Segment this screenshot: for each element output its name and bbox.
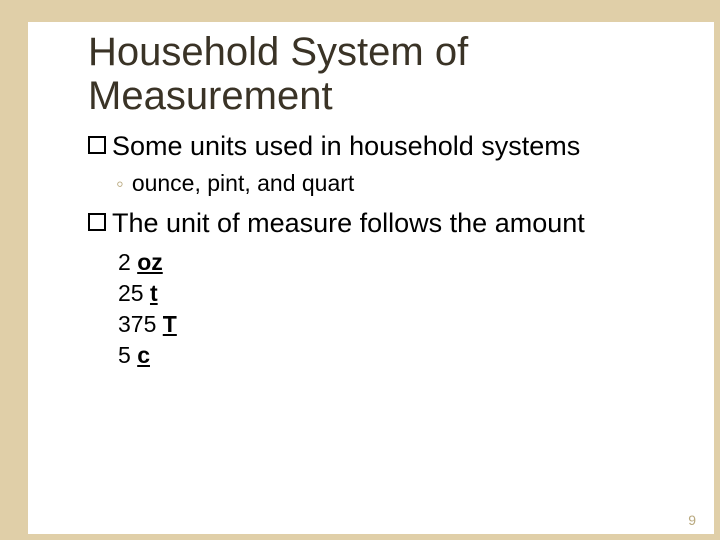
content-area: Household System of Measurement Some uni…: [28, 22, 714, 371]
slide-title: Household System of Measurement: [88, 30, 694, 118]
example-qty: 2: [118, 249, 131, 275]
example-unit: T: [163, 311, 177, 337]
checkbox-icon: [88, 136, 106, 154]
bullet-item: The unit of measure follows the amount: [88, 207, 694, 247]
example-qty: 375: [118, 311, 156, 337]
example-unit: c: [137, 342, 150, 368]
example-unit: oz: [137, 249, 163, 275]
checkbox-icon: [88, 213, 106, 231]
sub-bullet-text: ounce, pint, and quart: [132, 170, 355, 197]
example-qty: 25: [118, 280, 144, 306]
example-line: 5 c: [88, 340, 694, 371]
example-line: 25 t: [88, 278, 694, 309]
bullet-text: The unit of measure follows the amount: [112, 207, 585, 241]
example-line: 2 oz: [88, 247, 694, 278]
sub-bullet-item: ◦ ounce, pint, and quart: [88, 170, 694, 197]
example-qty: 5: [118, 342, 131, 368]
bullet-text: Some units used in household systems: [112, 130, 580, 164]
page-number: 9: [688, 512, 696, 528]
sub-bullet-icon: ◦: [116, 171, 124, 197]
bullet-item: Some units used in household systems: [88, 130, 694, 170]
slide-frame: Household System of Measurement Some uni…: [0, 0, 720, 540]
example-unit: t: [150, 280, 158, 306]
example-line: 375 T: [88, 309, 694, 340]
